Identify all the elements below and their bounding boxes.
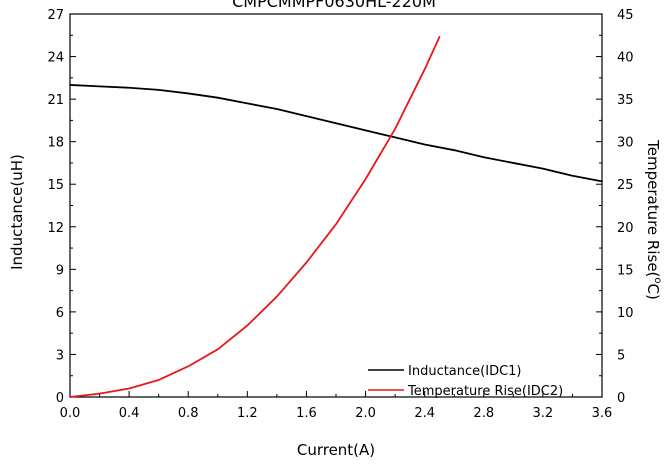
chart-title: CMPCMMPF0630HL-220M (232, 0, 436, 11)
y-left-tick-label: 21 (47, 93, 64, 108)
legend: Inductance(IDC1) Temperature Rise(IDC2) (368, 364, 563, 399)
x-tick-label: 0.8 (178, 406, 199, 421)
tick-group (69, 13, 603, 398)
x-tick-label: 3.6 (592, 406, 613, 421)
y-left-tick-label: 18 (47, 136, 64, 151)
tick-label-group: 0.0 0.4 0.8 1.2 1.6 2.0 2.4 2.8 3.2 3.6 0 3 6 9 12 15 18… (47, 8, 633, 421)
y-right-tick-label: 0 (617, 391, 625, 406)
y-left-tick-label: 15 (47, 178, 64, 193)
y-left-tick-label: 24 (47, 51, 64, 66)
y-axis-right-title-end: C) (644, 284, 662, 300)
x-tick-label: 3.2 (533, 406, 554, 421)
y-left-tick-label: 27 (47, 8, 64, 23)
y-left-tick-label: 3 (56, 348, 64, 363)
y-axis-right-title-sup: o (652, 277, 663, 283)
series-line-temperature-rise (69, 36, 441, 398)
series-group (69, 36, 603, 398)
series-line-inductance (69, 84, 603, 183)
y-right-tick-label: 35 (617, 93, 634, 108)
x-tick-label: 2.8 (473, 406, 494, 421)
x-tick-label: 0.0 (60, 406, 81, 421)
y-left-tick-label: 12 (47, 221, 64, 236)
y-axis-right-title-main: Temperature Rise( (644, 139, 662, 277)
y-axis-right-title: Temperature Rise(oC) (644, 139, 663, 300)
y-right-tick-label: 5 (617, 348, 625, 363)
y-left-tick-label: 6 (56, 306, 64, 321)
x-tick-label: 1.2 (237, 406, 258, 421)
x-tick-label: 1.6 (296, 406, 317, 421)
y-right-tick-label: 40 (617, 51, 634, 66)
y-right-tick-label: 45 (617, 8, 634, 23)
plot-frame (69, 13, 603, 398)
y-right-tick-label: 20 (617, 221, 634, 236)
y-right-tick-label: 15 (617, 263, 634, 278)
y-right-tick-label: 30 (617, 136, 634, 151)
y-left-tick-label: 9 (56, 263, 64, 278)
y-axis-left-title: Inductance(uH) (8, 154, 26, 270)
x-tick-label: 2.0 (355, 406, 376, 421)
legend-label-inductance: Inductance(IDC1) (408, 364, 522, 379)
y-left-tick-label: 0 (56, 391, 64, 406)
x-axis-title: Current(A) (297, 441, 375, 459)
legend-label-temperature: Temperature Rise(IDC2) (407, 384, 563, 399)
y-right-tick-label: 10 (617, 306, 634, 321)
x-tick-label: 2.4 (414, 406, 435, 421)
y-right-tick-label: 25 (617, 178, 634, 193)
x-tick-label: 0.4 (119, 406, 140, 421)
